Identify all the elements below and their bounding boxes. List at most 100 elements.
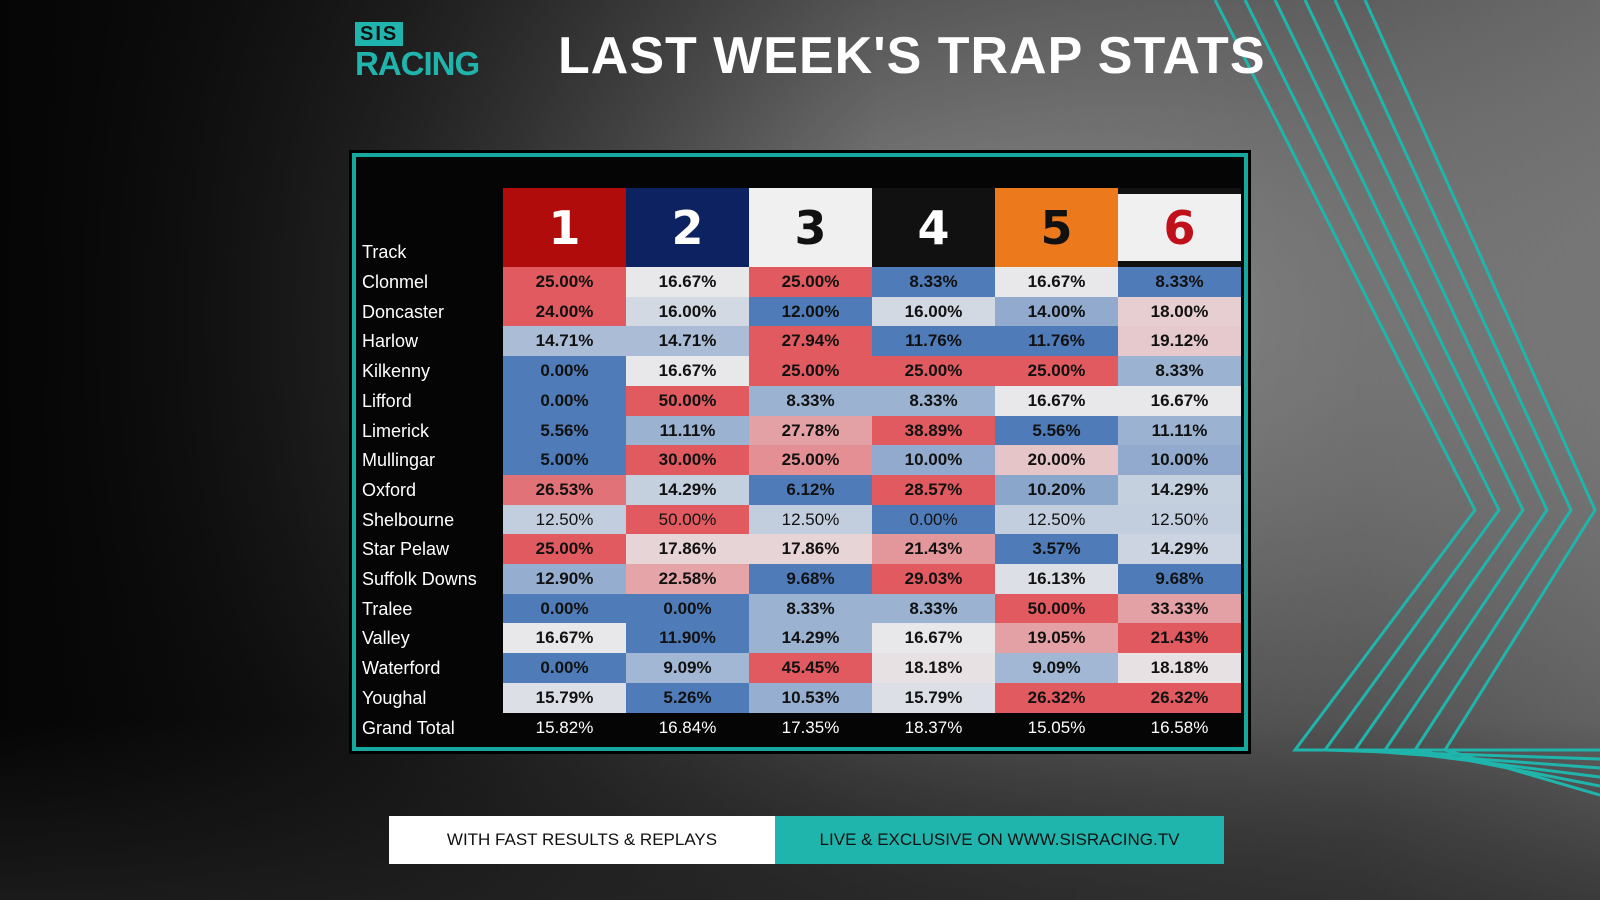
teal-line: [1363, 0, 1600, 797]
stat-cell: 10.00%: [872, 445, 995, 476]
stat-cell: 12.50%: [749, 504, 872, 535]
stat-cell: 10.00%: [1118, 445, 1241, 476]
track-name: Oxford: [362, 479, 417, 500]
stat-cell: 8.33%: [872, 385, 995, 416]
stat-cell: 19.05%: [995, 623, 1118, 654]
stat-cell: 14.71%: [626, 326, 749, 357]
stat-cell: 25.00%: [872, 356, 995, 387]
stat-cell: 14.71%: [503, 326, 626, 357]
stat-cell: 12.50%: [503, 504, 626, 535]
stat-cell: 18.18%: [1118, 653, 1241, 684]
stat-cell: 12.50%: [995, 504, 1118, 535]
stat-cell: 25.00%: [503, 534, 626, 565]
stat-cell: 9.68%: [749, 564, 872, 594]
track-name: Lifford: [362, 390, 412, 411]
stat-cell: 16.67%: [1118, 385, 1241, 416]
grand-total-cell: 15.82%: [535, 717, 594, 737]
stat-cell: 26.53%: [503, 474, 626, 505]
stat-cell: 19.12%: [1118, 326, 1241, 357]
stat-cell: 0.00%: [503, 356, 626, 387]
stat-cell: 9.09%: [995, 653, 1118, 684]
stat-cell: 29.03%: [872, 564, 995, 594]
grand-total-cell: 16.84%: [658, 717, 717, 737]
footer-left-banner: WITH FAST RESULTS & REPLAYS: [389, 816, 775, 864]
stat-cell: 16.00%: [626, 296, 749, 327]
stat-cell: 11.90%: [626, 623, 749, 654]
stat-cell: 8.33%: [872, 593, 995, 624]
grand-total-label: Grand Total: [362, 717, 455, 738]
trap-header-3: 3: [749, 188, 872, 267]
track-name: Star Pelaw: [362, 539, 450, 560]
track-name: Tralee: [362, 598, 413, 619]
stat-cell: 8.33%: [872, 267, 995, 297]
stat-cell: 50.00%: [626, 504, 749, 535]
track-name: Suffolk Downs: [362, 569, 477, 589]
stat-cell: 8.33%: [749, 385, 872, 416]
stat-cell: 6.12%: [749, 474, 872, 505]
stat-cell: 33.33%: [1118, 593, 1241, 624]
stat-cell: 9.09%: [626, 653, 749, 684]
stat-cell: 12.50%: [1118, 504, 1241, 535]
stat-cell: 16.13%: [995, 564, 1118, 594]
stat-cell: 25.00%: [995, 356, 1118, 387]
track-name: Limerick: [362, 420, 430, 441]
sis-racing-logo: SIS RACING: [355, 22, 480, 82]
stat-cell: 26.32%: [995, 682, 1118, 713]
stat-cell: 0.00%: [872, 504, 995, 535]
stat-cell: 45.45%: [749, 653, 872, 684]
stat-cell: 16.67%: [626, 356, 749, 387]
grand-total-cell: 18.37%: [904, 717, 963, 737]
grand-total-cell: 15.05%: [1027, 717, 1086, 737]
stat-cell: 50.00%: [626, 385, 749, 416]
stat-cell: 0.00%: [503, 385, 626, 416]
grand-total-cell: 16.58%: [1150, 717, 1209, 737]
stat-cell: 16.67%: [995, 385, 1118, 416]
stat-cell: 27.78%: [749, 415, 872, 446]
stat-cell: 5.56%: [995, 415, 1118, 446]
track-name: Waterford: [362, 658, 441, 679]
stat-cell: 15.79%: [872, 682, 995, 713]
stat-cell: 17.86%: [626, 534, 749, 565]
stat-cell: 0.00%: [626, 593, 749, 624]
stat-cell: 11.76%: [995, 326, 1118, 357]
stat-cell: 38.89%: [872, 415, 995, 446]
trap-stats-table: Track 1 2 3 4 5 6 Clonmel 25.00% 16.67% 25.00% 8.3…: [352, 153, 1248, 751]
grand-total-cell: 17.35%: [781, 717, 840, 737]
stat-cell: 25.00%: [749, 267, 872, 297]
stat-cell: 25.00%: [749, 356, 872, 387]
stat-cell: 5.26%: [626, 682, 749, 713]
stat-cell: 20.00%: [995, 445, 1118, 476]
stat-cell: 25.00%: [749, 445, 872, 476]
stat-cell: 18.18%: [872, 653, 995, 684]
stat-cell: 30.00%: [626, 445, 749, 476]
stat-cell: 16.00%: [872, 296, 995, 327]
track-name: Harlow: [362, 331, 419, 352]
track-name: Youghal: [362, 687, 427, 708]
stat-cell: 14.29%: [749, 623, 872, 654]
stat-cell: 0.00%: [503, 593, 626, 624]
track-name: Doncaster: [362, 301, 445, 322]
stat-cell: 10.20%: [995, 474, 1118, 505]
logo-sis: SIS: [355, 22, 404, 46]
stat-cell: 8.33%: [1118, 267, 1241, 297]
stat-cell: 21.43%: [872, 534, 995, 565]
stat-cell: 5.00%: [503, 445, 626, 476]
trap-header-4: 4: [872, 188, 995, 267]
stat-cell: 24.00%: [503, 296, 626, 327]
stat-cell: 16.67%: [503, 623, 626, 654]
footer-right-banner: LIVE & EXCLUSIVE ON WWW.SISRACING.TV: [775, 816, 1224, 864]
stat-cell: 11.11%: [1118, 415, 1241, 446]
stat-cell: 14.00%: [995, 296, 1118, 327]
track-name: Kilkenny: [362, 361, 431, 382]
stat-cell: 14.29%: [1118, 534, 1241, 565]
stat-cell: 12.90%: [503, 564, 626, 594]
stat-cell: 14.29%: [626, 474, 749, 505]
stat-cell: 14.29%: [1118, 474, 1241, 505]
stat-cell: 8.33%: [1118, 356, 1241, 387]
stat-cell: 11.11%: [626, 415, 749, 446]
track-name: Mullingar: [362, 450, 436, 471]
track-name: Clonmel: [362, 272, 429, 292]
stat-cell: 8.33%: [749, 593, 872, 624]
stat-cell: 10.53%: [749, 682, 872, 713]
